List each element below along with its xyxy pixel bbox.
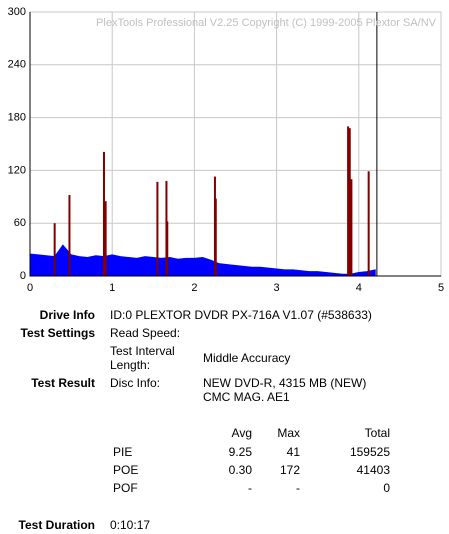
value: Read Speed: (110, 326, 181, 340)
plot-area (29, 11, 442, 277)
cell: 41 (286, 445, 300, 459)
column-header: Avg (231, 426, 252, 440)
x-tick-label: 3 (274, 282, 280, 294)
value: 0:10:17 (110, 518, 151, 532)
row-label: POF (113, 481, 138, 495)
value: NEW DVD-R, 4315 MB (NEW) (203, 376, 367, 390)
y-tick-label: 60 (14, 217, 26, 229)
cell: 41403 (356, 463, 390, 477)
poe-spike (348, 128, 351, 276)
value: CMC MAG. AE1 (203, 390, 290, 404)
y-tick-label: 240 (8, 59, 26, 71)
y-tick-label: 0 (20, 270, 26, 282)
poe-spike (156, 181, 159, 276)
poe-spike (214, 198, 217, 276)
poe-spike (53, 223, 56, 276)
column-header: Total (364, 426, 390, 440)
poe-spike (102, 151, 105, 276)
cell: - (248, 481, 252, 495)
row-label: PIE (113, 445, 133, 459)
watermark-title: PlexTools Professional V2.25 Copyright (… (96, 17, 437, 29)
x-tick-label: 0 (27, 282, 33, 294)
poe-spike (367, 171, 370, 276)
label: Drive Info (39, 308, 95, 322)
poe-spike (166, 221, 169, 276)
y-tick-label: 300 (8, 6, 26, 18)
poe-spike (347, 126, 350, 277)
value: Test Interval Length: (110, 344, 175, 372)
value: Middle Accuracy (203, 351, 291, 365)
cell: 159525 (349, 445, 390, 459)
x-tick-label: 5 (438, 282, 444, 294)
cell: 0.30 (228, 463, 252, 477)
label: Test Result (31, 376, 95, 390)
poe-spike (350, 179, 353, 276)
x-tick-label: 2 (191, 282, 197, 294)
value: Disc Info: (110, 376, 161, 390)
value: ID:0 PLEXTOR DVDR PX-716A V1.07 (#538633… (110, 308, 372, 322)
cell: 0 (383, 481, 390, 495)
y-tick-label: 120 (8, 164, 26, 176)
cell: 172 (279, 463, 300, 477)
poe-spike (68, 195, 71, 276)
pie-area (29, 244, 376, 277)
y-tick-label: 180 (8, 112, 26, 124)
label: Test Duration (18, 518, 95, 532)
cell: 9.25 (228, 445, 252, 459)
label: Test Settings (20, 326, 95, 340)
row-label: POE (113, 463, 139, 477)
chart: PlexTools Professional V2.25 Copyright (… (8, 6, 444, 294)
column-header: Max (277, 426, 300, 440)
x-tick-label: 4 (356, 282, 362, 294)
poe-spike (104, 201, 107, 276)
cell: - (296, 481, 300, 495)
x-tick-label: 1 (109, 282, 115, 294)
